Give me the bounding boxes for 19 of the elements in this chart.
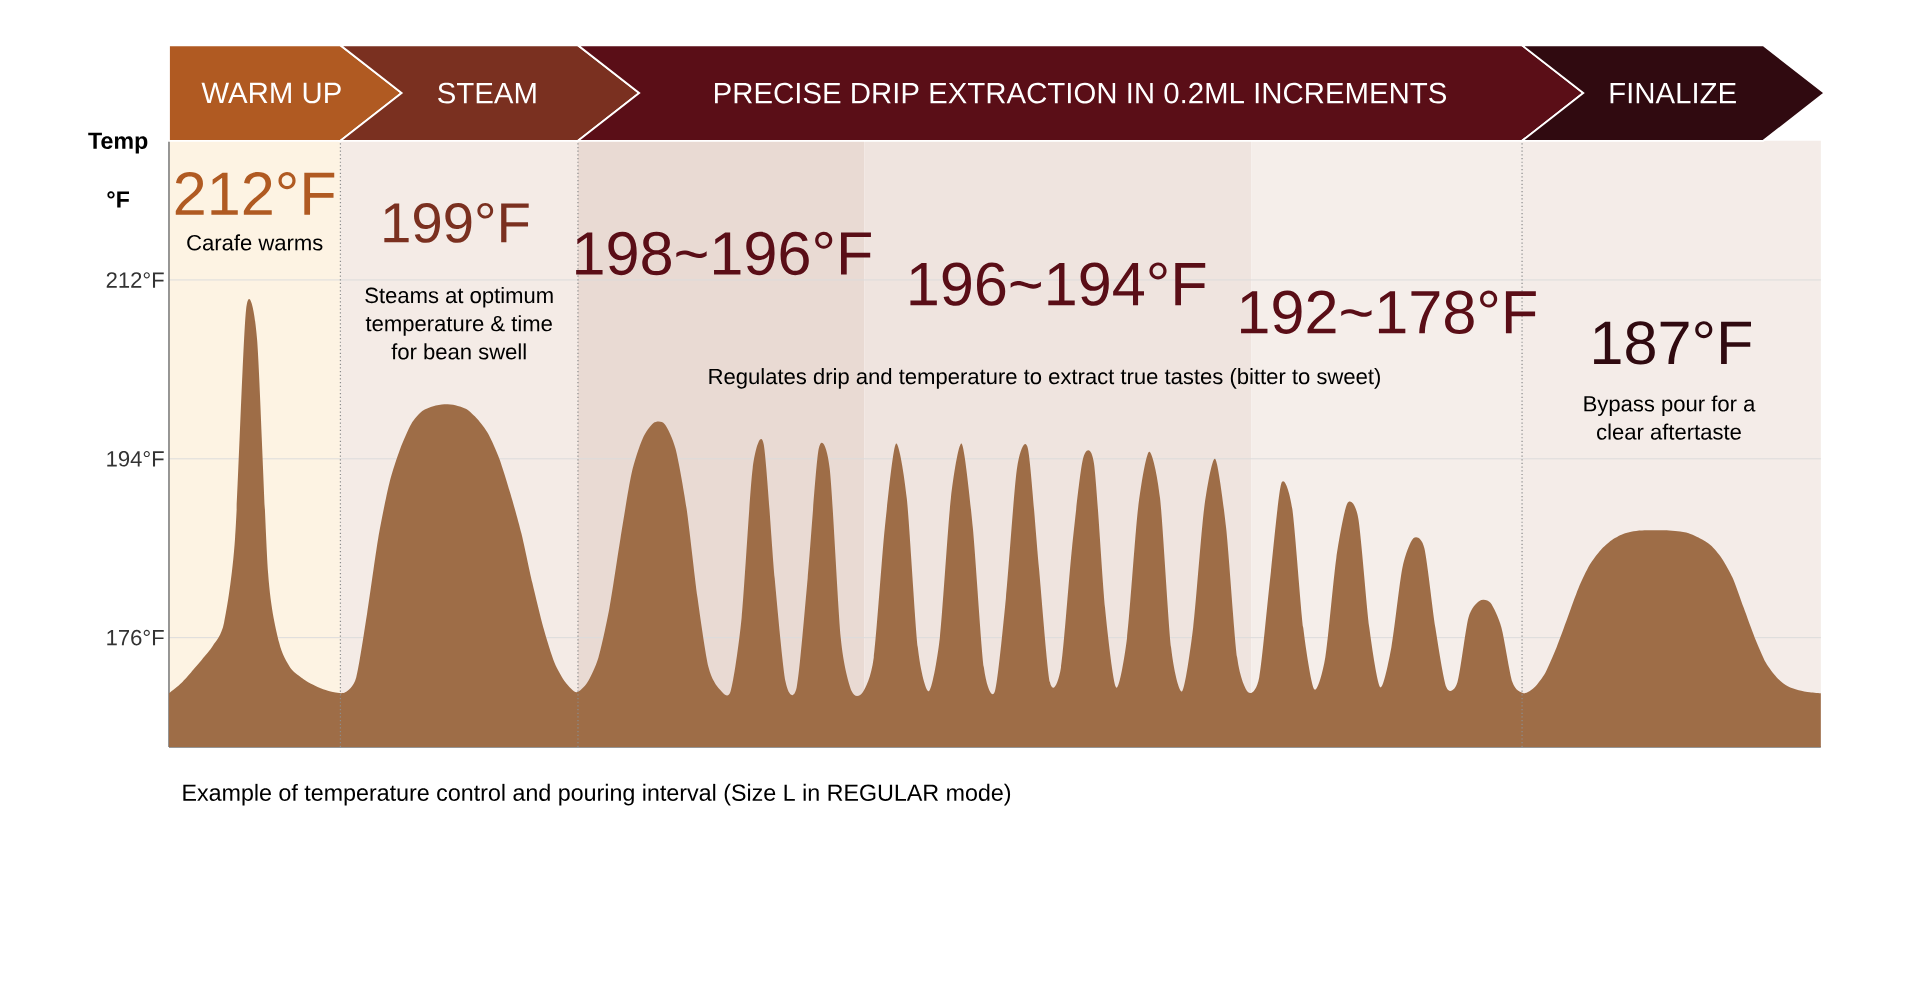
annotation: Carafe warms xyxy=(187,234,323,251)
annotation: 196~194°F xyxy=(910,262,1206,306)
annotation: 187°F xyxy=(1594,320,1751,365)
text: PRECISE DRIP EXTRACTION IN 0.2ML INCREMENTS xyxy=(715,82,1447,104)
text: FINALIZE xyxy=(1610,82,1736,103)
annotation: Regulates drip and temperature to extract true tastes (bitter to sweet) xyxy=(709,367,1380,389)
y-tick-label: 176°F xyxy=(107,629,164,646)
text: Temp °F xyxy=(88,132,148,208)
text: STEAM xyxy=(438,82,536,104)
y-tick-label: 194°F xyxy=(107,450,164,467)
y-tick-label: 212°F xyxy=(106,272,164,288)
text: WARM UP xyxy=(201,82,341,104)
annotation: 199°F xyxy=(384,202,529,243)
annotation: Steams at optimum temperature & time for bean swell xyxy=(365,286,553,360)
annotation: 198~196°F xyxy=(576,231,871,275)
annotation: 212°F xyxy=(175,171,335,215)
text: Example of temperature control and pouring interval (Size L in REGULAR mode) xyxy=(183,783,1011,806)
annotation: 192~178°F xyxy=(1241,290,1536,334)
annotation: Bypass pour for a clear aftertaste xyxy=(1584,395,1756,440)
